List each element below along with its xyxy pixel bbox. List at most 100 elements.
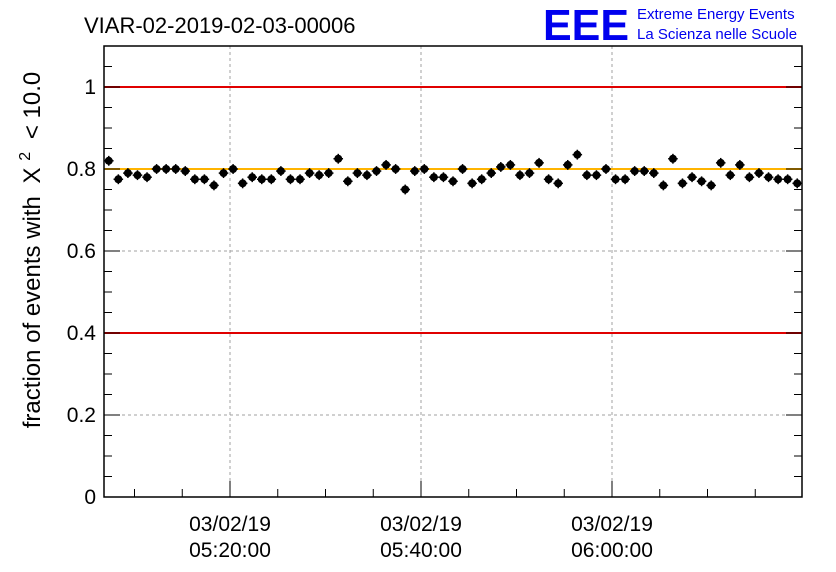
marker xyxy=(582,171,591,180)
marker xyxy=(506,160,515,169)
data-point xyxy=(362,170,372,181)
y-tick-label: 0.2 xyxy=(67,404,96,427)
data-point xyxy=(247,172,257,183)
data-point xyxy=(457,164,468,174)
eee-logo-line1: Extreme Energy Events xyxy=(637,6,795,23)
marker xyxy=(554,179,563,188)
data-point xyxy=(381,159,391,170)
data-point xyxy=(629,166,640,176)
marker xyxy=(420,165,429,173)
marker xyxy=(123,169,132,178)
marker xyxy=(343,177,352,186)
x-tick-label-date: 03/02/19 xyxy=(189,513,271,536)
marker xyxy=(391,165,400,173)
data-point xyxy=(658,180,669,191)
data-point xyxy=(505,159,516,170)
data-point xyxy=(467,178,477,189)
marker xyxy=(783,175,792,184)
marker xyxy=(458,165,467,173)
data-point xyxy=(515,170,525,181)
marker xyxy=(152,165,161,173)
data-point xyxy=(754,168,764,179)
marker xyxy=(305,169,314,178)
x-tick-label-date: 03/02/19 xyxy=(571,513,653,536)
x-tick-label-time: 06:00:00 xyxy=(571,539,653,562)
data-point xyxy=(409,166,420,176)
x-tick-labels: 03/02/19 05:20:00 03/02/19 05:40:00 03/02/19… xyxy=(189,513,653,562)
marker xyxy=(525,169,534,178)
data-point xyxy=(295,174,305,185)
x-tick-label-time: 05:40:00 xyxy=(380,539,462,562)
eee-logo-mark: EEE xyxy=(543,1,629,50)
marker xyxy=(162,165,171,173)
marker xyxy=(630,167,639,176)
data-point xyxy=(256,174,267,185)
data-point xyxy=(763,172,774,183)
data-point xyxy=(782,174,793,185)
data-point xyxy=(601,164,611,174)
data-point xyxy=(668,153,678,164)
data-point xyxy=(237,178,248,189)
marker xyxy=(190,175,199,184)
marker xyxy=(353,169,362,178)
marker xyxy=(487,169,496,178)
data-point xyxy=(735,159,745,170)
eee-logo-line2: La Scienza nelle Scuole xyxy=(637,26,797,43)
reference-lines xyxy=(104,86,802,334)
data-point xyxy=(113,174,124,185)
marker xyxy=(286,175,295,184)
y-tick-label: 1 xyxy=(84,76,96,99)
data-point xyxy=(400,184,410,195)
marker xyxy=(678,179,687,188)
data-point xyxy=(170,164,181,174)
marker xyxy=(496,162,505,171)
marker xyxy=(573,150,582,159)
data-point xyxy=(132,170,143,181)
marker xyxy=(219,169,228,178)
data-point xyxy=(276,166,286,176)
marker xyxy=(735,160,744,169)
marker xyxy=(229,165,238,173)
data-point xyxy=(285,174,296,185)
data-point xyxy=(677,178,688,189)
marker xyxy=(477,175,486,184)
marker xyxy=(449,177,457,186)
marker xyxy=(592,171,601,180)
marker xyxy=(716,158,725,167)
data-point xyxy=(218,168,229,179)
data-point xyxy=(228,164,238,174)
y-axis-label-prefix: fraction of events with xyxy=(19,196,46,428)
marker xyxy=(209,181,218,190)
data-point xyxy=(715,157,726,168)
marker xyxy=(439,173,448,182)
marker xyxy=(410,167,419,176)
data-point xyxy=(151,164,162,174)
data-point xyxy=(553,178,563,189)
y-tick-labels: 0 0.2 0.4 0.6 0.8 1 xyxy=(67,76,97,509)
y-tick-label: 0.8 xyxy=(67,158,96,181)
marker xyxy=(611,175,620,184)
marker xyxy=(688,173,697,182)
data-point xyxy=(496,162,506,172)
marker xyxy=(334,154,343,163)
data-point xyxy=(610,174,621,185)
eee-logo: EEE Extreme Energy Events La Scienza nel… xyxy=(543,1,797,50)
marker xyxy=(640,167,649,176)
data-point xyxy=(352,168,363,179)
y-axis-label-symbol: X xyxy=(19,167,46,183)
marker xyxy=(697,177,706,186)
data-point xyxy=(266,174,277,185)
data-point xyxy=(543,174,554,185)
data-point xyxy=(744,172,755,183)
marker xyxy=(429,173,438,182)
marker xyxy=(257,175,266,184)
marker xyxy=(754,169,763,178)
marker xyxy=(401,185,410,194)
marker xyxy=(515,171,524,180)
marker xyxy=(362,171,371,180)
y-axis-label: fraction of events with X 2 < 10.0 xyxy=(9,72,46,428)
data-point xyxy=(304,168,315,179)
data-point xyxy=(429,172,439,183)
y-tick-label: 0.6 xyxy=(67,240,96,263)
marker xyxy=(649,169,658,178)
